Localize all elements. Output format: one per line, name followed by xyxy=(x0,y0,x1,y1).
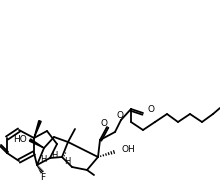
Text: H: H xyxy=(40,156,46,165)
Text: OH: OH xyxy=(121,146,135,155)
Text: F: F xyxy=(40,172,46,181)
Polygon shape xyxy=(34,121,41,138)
Text: O: O xyxy=(147,105,154,114)
Text: O: O xyxy=(101,118,108,127)
Polygon shape xyxy=(29,139,44,148)
Text: H: H xyxy=(51,151,57,160)
Text: O: O xyxy=(117,111,123,119)
Text: H: H xyxy=(64,156,70,166)
Text: HO: HO xyxy=(13,136,27,145)
